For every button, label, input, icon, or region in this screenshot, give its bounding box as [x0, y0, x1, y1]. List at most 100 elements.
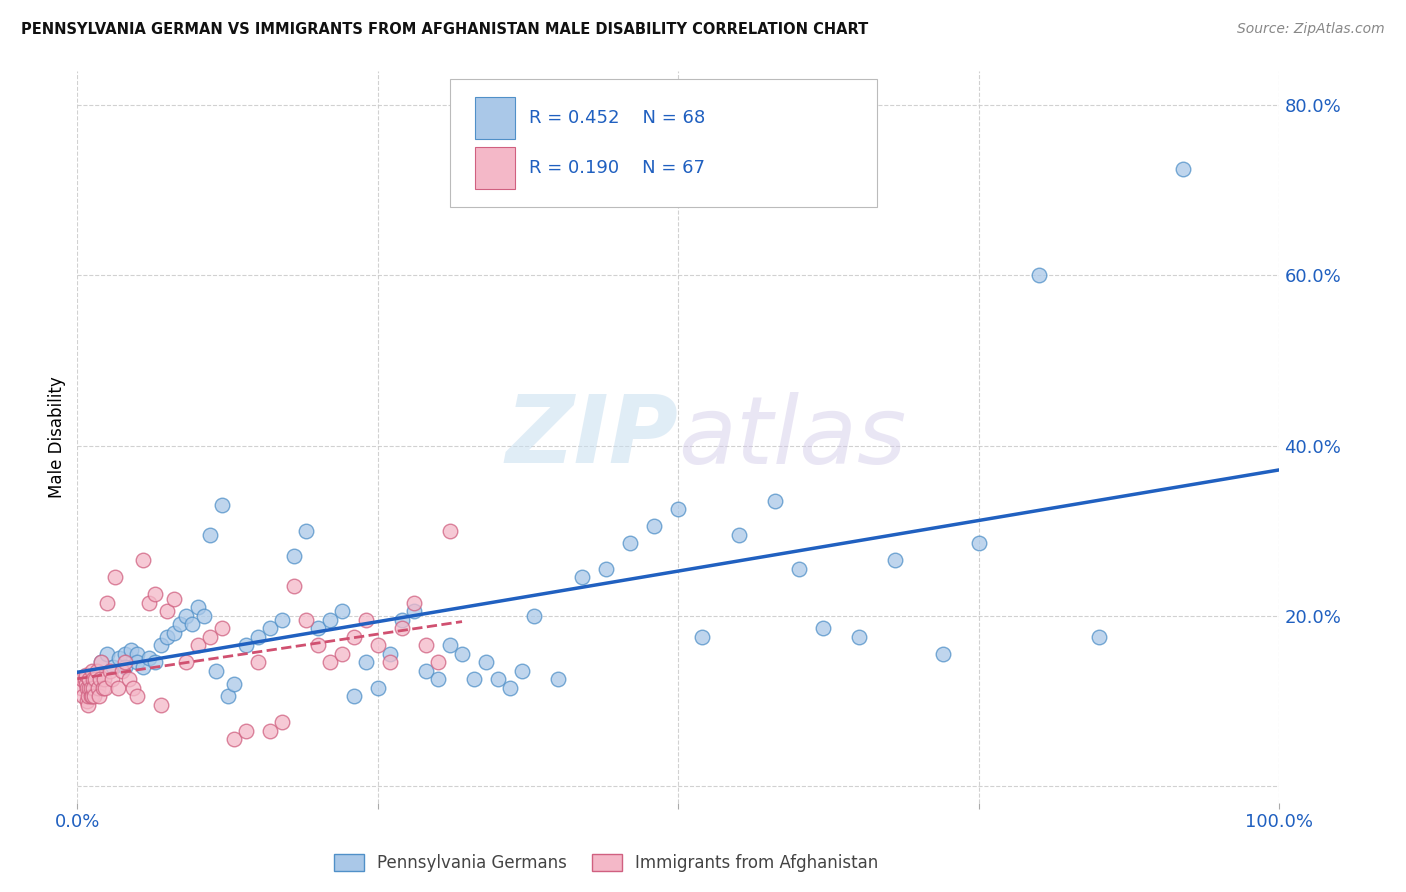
- Point: [138, 596, 160, 610]
- Point: [211, 498, 233, 512]
- Point: [523, 608, 546, 623]
- Point: [120, 642, 142, 657]
- Text: R = 0.452    N = 68: R = 0.452 N = 68: [529, 109, 706, 128]
- Point: [217, 690, 239, 704]
- Point: [330, 647, 353, 661]
- Point: [96, 596, 118, 610]
- Point: [94, 681, 117, 695]
- Point: [104, 570, 127, 584]
- Point: [79, 681, 101, 695]
- Point: [186, 600, 209, 615]
- Point: [86, 664, 108, 678]
- Point: [87, 681, 110, 695]
- Point: [222, 731, 245, 746]
- Point: [83, 690, 105, 704]
- Point: [80, 664, 103, 678]
- Point: [90, 656, 112, 670]
- Point: [475, 656, 498, 670]
- Point: [93, 673, 115, 687]
- Point: [727, 528, 749, 542]
- Point: [79, 673, 101, 687]
- Point: [132, 553, 155, 567]
- Point: [319, 613, 342, 627]
- Point: [307, 622, 329, 636]
- Point: [235, 723, 257, 738]
- Point: [319, 656, 342, 670]
- Point: [111, 664, 134, 678]
- Point: [156, 604, 179, 618]
- Point: [114, 659, 136, 673]
- Point: [127, 647, 149, 661]
- Point: [499, 681, 522, 695]
- Point: [439, 524, 461, 538]
- Point: [127, 656, 149, 670]
- Point: [402, 596, 425, 610]
- Point: [96, 647, 118, 661]
- Point: [127, 690, 149, 704]
- Point: [84, 673, 107, 687]
- Point: [103, 659, 125, 673]
- Point: [270, 714, 292, 729]
- Point: [415, 664, 437, 678]
- Point: [246, 630, 269, 644]
- Point: [330, 604, 353, 618]
- Point: [547, 673, 569, 687]
- Point: [378, 656, 401, 670]
- Point: [294, 613, 316, 627]
- Point: [932, 647, 955, 661]
- Text: PENNSYLVANIA GERMAN VS IMMIGRANTS FROM AFGHANISTAN MALE DISABILITY CORRELATION C: PENNSYLVANIA GERMAN VS IMMIGRANTS FROM A…: [21, 22, 869, 37]
- Point: [101, 673, 124, 687]
- Point: [391, 622, 413, 636]
- Point: [1173, 162, 1195, 177]
- Point: [246, 656, 269, 670]
- Point: [451, 647, 474, 661]
- Point: [73, 673, 96, 687]
- Point: [145, 587, 167, 601]
- Point: [270, 613, 292, 627]
- Point: [79, 681, 101, 695]
- Point: [76, 694, 98, 708]
- Point: [211, 622, 233, 636]
- Point: [204, 664, 226, 678]
- Point: [75, 677, 97, 691]
- Point: [87, 690, 110, 704]
- Point: [510, 664, 533, 678]
- Point: [367, 681, 389, 695]
- Point: [107, 681, 129, 695]
- Text: atlas: atlas: [679, 392, 907, 483]
- Point: [486, 673, 509, 687]
- Point: [643, 519, 665, 533]
- Point: [1028, 268, 1050, 283]
- Point: [259, 622, 281, 636]
- Point: [235, 639, 257, 653]
- Point: [89, 673, 111, 687]
- Point: [463, 673, 485, 687]
- Point: [82, 681, 104, 695]
- Point: [162, 625, 184, 640]
- Point: [118, 673, 141, 687]
- Point: [354, 613, 377, 627]
- Point: [222, 677, 245, 691]
- Point: [811, 622, 834, 636]
- Point: [70, 673, 93, 687]
- Point: [90, 656, 112, 670]
- Point: [343, 690, 366, 704]
- Point: [77, 698, 100, 712]
- Point: [307, 639, 329, 653]
- Point: [169, 617, 191, 632]
- Point: [80, 690, 103, 704]
- Bar: [475, 146, 515, 189]
- Point: [294, 524, 316, 538]
- Point: [91, 681, 114, 695]
- Point: [180, 617, 202, 632]
- Point: [1088, 630, 1111, 644]
- Point: [402, 604, 425, 618]
- Point: [378, 647, 401, 661]
- Point: [668, 502, 690, 516]
- Point: [283, 549, 305, 563]
- Y-axis label: Male Disability: Male Disability: [48, 376, 66, 498]
- Point: [108, 651, 131, 665]
- Point: [186, 639, 209, 653]
- Point: [98, 664, 121, 678]
- Point: [848, 630, 870, 644]
